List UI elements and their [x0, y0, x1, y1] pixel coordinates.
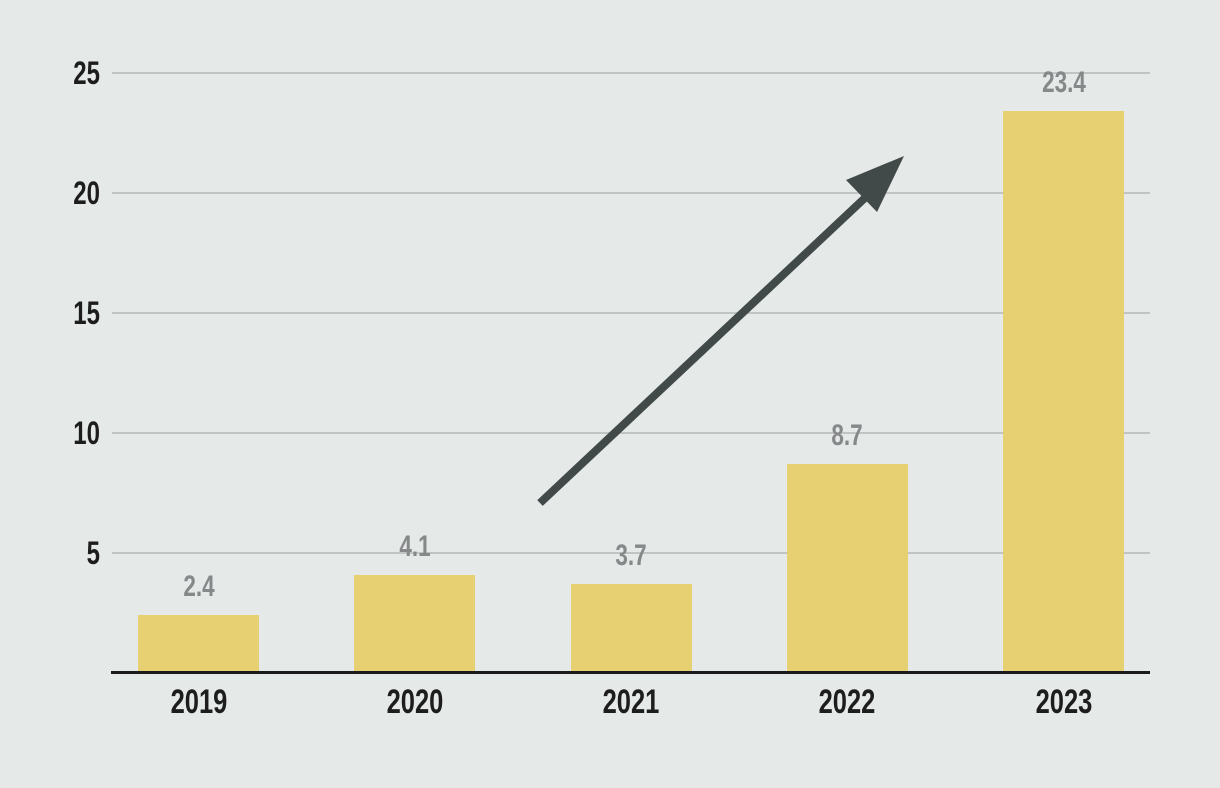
x-axis-line	[111, 671, 1150, 674]
y-axis-tick-label: 15	[73, 295, 100, 331]
y-axis-tick-label: 5	[86, 535, 100, 571]
bar-2020	[354, 574, 476, 673]
x-axis-tick-label: 2020	[386, 683, 444, 721]
bar-value-label: 2.4	[182, 570, 215, 604]
gridline	[112, 432, 1150, 434]
bar-2019	[138, 615, 259, 673]
bar-value-label: 8.7	[831, 419, 863, 453]
bar-value-label: 23.4	[1041, 66, 1086, 100]
gridline	[112, 552, 1150, 554]
gridline	[112, 312, 1150, 314]
y-axis-tick-label: 10	[73, 415, 100, 451]
x-axis-tick-label: 2019	[170, 683, 227, 721]
gridline	[112, 72, 1150, 74]
bar-2023	[1003, 111, 1124, 673]
y-axis-tick-label: 20	[73, 175, 100, 211]
x-axis-tick-label: 2021	[602, 683, 660, 721]
bar-value-label: 3.7	[615, 539, 647, 573]
bar-2021	[570, 584, 692, 673]
x-axis-tick-label: 2023	[1035, 683, 1092, 721]
arrow-head-icon	[846, 156, 904, 212]
bar-value-label: 4.1	[399, 529, 431, 563]
gridline	[112, 192, 1150, 194]
x-axis-tick-label: 2022	[818, 683, 876, 721]
arrow-shaft	[537, 193, 870, 506]
y-axis-tick-label: 25	[73, 55, 100, 91]
bar-2022	[786, 464, 908, 673]
